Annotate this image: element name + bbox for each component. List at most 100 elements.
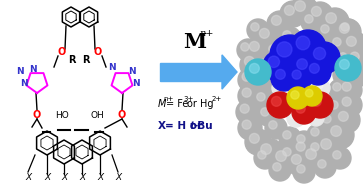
Circle shape (292, 100, 316, 124)
Circle shape (346, 48, 363, 72)
Circle shape (350, 52, 359, 61)
Circle shape (333, 83, 341, 91)
Text: X: X (158, 121, 166, 131)
Circle shape (269, 121, 277, 129)
Circle shape (279, 27, 301, 49)
Polygon shape (160, 63, 224, 81)
Circle shape (241, 43, 249, 51)
Text: t: t (190, 121, 195, 131)
Circle shape (297, 165, 305, 173)
Circle shape (279, 144, 301, 166)
Circle shape (238, 68, 262, 92)
Circle shape (265, 41, 287, 63)
Text: 2+: 2+ (212, 96, 222, 102)
Circle shape (316, 134, 344, 162)
Circle shape (296, 104, 305, 113)
Circle shape (346, 36, 356, 46)
Circle shape (341, 23, 349, 31)
Circle shape (308, 110, 324, 126)
Text: X: X (115, 174, 121, 183)
Circle shape (301, 11, 323, 33)
Circle shape (263, 51, 293, 81)
Circle shape (296, 142, 305, 151)
Circle shape (273, 163, 281, 171)
Circle shape (272, 15, 281, 25)
Circle shape (267, 11, 293, 37)
Circle shape (236, 100, 260, 124)
Text: -Bu: -Bu (194, 121, 213, 131)
Circle shape (331, 126, 341, 136)
Circle shape (346, 66, 356, 76)
Circle shape (269, 45, 277, 53)
Circle shape (335, 19, 361, 45)
Circle shape (342, 82, 351, 91)
Circle shape (287, 87, 309, 109)
Circle shape (307, 124, 329, 146)
Circle shape (311, 113, 317, 119)
Circle shape (290, 112, 297, 119)
Text: n+: n+ (200, 29, 214, 37)
Circle shape (314, 156, 336, 178)
Circle shape (309, 64, 319, 73)
Circle shape (288, 66, 312, 90)
Circle shape (307, 139, 329, 161)
Text: O: O (33, 110, 41, 120)
Text: HO: HO (55, 111, 69, 119)
Circle shape (290, 0, 318, 24)
Text: X: X (44, 174, 50, 183)
Circle shape (255, 24, 281, 50)
Circle shape (314, 80, 330, 96)
Circle shape (338, 78, 362, 102)
Circle shape (307, 2, 333, 28)
Circle shape (334, 107, 360, 133)
Circle shape (297, 135, 305, 143)
Circle shape (319, 111, 341, 133)
Circle shape (242, 120, 251, 129)
Circle shape (280, 1, 306, 27)
Circle shape (305, 15, 313, 23)
Text: N: N (108, 64, 116, 73)
Circle shape (317, 21, 339, 43)
Text: R: R (82, 55, 90, 65)
Circle shape (242, 88, 251, 97)
Circle shape (257, 104, 279, 126)
Circle shape (256, 139, 284, 167)
Circle shape (333, 151, 341, 159)
Circle shape (301, 144, 329, 172)
Text: N: N (16, 67, 24, 75)
Circle shape (254, 147, 276, 169)
Circle shape (330, 101, 338, 109)
Circle shape (337, 68, 345, 76)
Text: OH: OH (90, 111, 104, 119)
Text: O: O (58, 47, 66, 57)
Text: = H or: = H or (165, 121, 206, 131)
Circle shape (260, 28, 269, 38)
Circle shape (335, 49, 357, 71)
Circle shape (321, 8, 349, 36)
Circle shape (283, 131, 291, 139)
Circle shape (277, 42, 292, 57)
Circle shape (283, 148, 291, 156)
Circle shape (311, 128, 319, 136)
Circle shape (283, 31, 291, 39)
Circle shape (249, 64, 259, 73)
Circle shape (295, 1, 305, 11)
Circle shape (311, 143, 319, 151)
Circle shape (258, 151, 266, 159)
Text: 3+: 3+ (183, 96, 193, 102)
Circle shape (329, 147, 351, 169)
Text: N: N (29, 64, 37, 74)
Circle shape (257, 55, 279, 77)
Circle shape (284, 86, 291, 93)
Circle shape (270, 35, 310, 75)
Text: O: O (94, 47, 102, 57)
Circle shape (265, 117, 287, 139)
Circle shape (291, 154, 301, 164)
Circle shape (285, 5, 294, 15)
Circle shape (245, 129, 271, 155)
Circle shape (342, 62, 363, 88)
Circle shape (293, 161, 315, 183)
Circle shape (311, 6, 321, 16)
Circle shape (269, 159, 291, 181)
Circle shape (307, 92, 333, 118)
